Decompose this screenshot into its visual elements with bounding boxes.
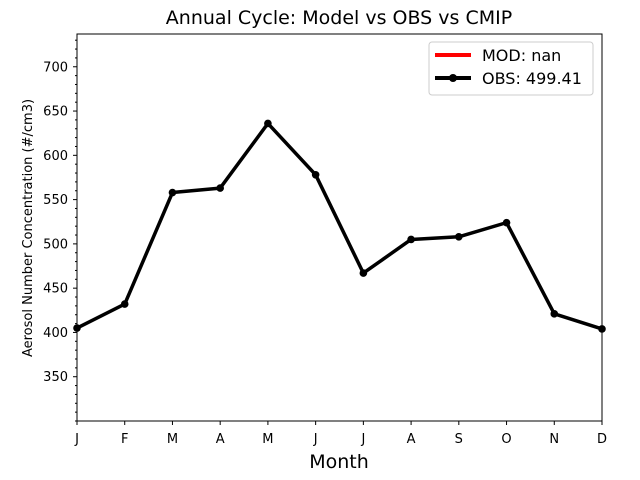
x-tick-label: M (167, 432, 178, 447)
y-axis-label: Aerosol Number Concentration (#/cm3) (21, 99, 36, 357)
legend-label-mod: MOD: nan (482, 46, 561, 65)
legend: MOD: nan OBS: 499.41 (428, 41, 594, 96)
data-point (598, 325, 606, 333)
y-tick-label: 350 (43, 370, 68, 385)
data-point (311, 171, 320, 179)
y-tick-label: 400 (43, 326, 68, 341)
y-tick-label: 450 (43, 282, 68, 297)
x-tick-label: D (597, 432, 607, 447)
data-point (216, 184, 224, 192)
data-point (120, 300, 129, 308)
x-tick-label: J (313, 432, 318, 447)
x-axis-label: Month (309, 451, 369, 473)
x-tick-label: S (455, 432, 463, 447)
x-tick-label: J (74, 432, 79, 447)
x-tick-label: F (121, 432, 128, 447)
chart-title: Annual Cycle: Model vs OBS vs CMIP (166, 7, 512, 29)
data-point (407, 235, 415, 244)
x-tick-label: A (216, 432, 225, 447)
series-line-1 (76, 121, 603, 331)
x-tick-label: O (501, 432, 511, 447)
x-tick-label: M (262, 432, 273, 447)
x-tick-label: J (360, 432, 365, 447)
y-tick-label: 550 (43, 193, 68, 208)
y-tick-label: 650 (43, 105, 68, 120)
series-layer (73, 119, 606, 333)
data-point (550, 310, 559, 318)
legend-label-obs: OBS: 499.41 (482, 69, 582, 88)
y-tick-label: 500 (43, 237, 68, 252)
x-tick-label: N (549, 432, 559, 447)
y-axis: 350 400 450 500 550 600 650 700 (43, 39, 77, 422)
data-point (168, 188, 177, 197)
data-point (359, 269, 368, 277)
data-point (502, 218, 511, 227)
legend-marker-obs (449, 74, 457, 82)
data-point (455, 232, 463, 241)
y-tick-label: 600 (43, 149, 68, 164)
y-tick-label: 700 (43, 60, 68, 75)
data-point (73, 324, 81, 332)
data-point (264, 119, 272, 128)
x-tick-label: A (407, 432, 416, 447)
